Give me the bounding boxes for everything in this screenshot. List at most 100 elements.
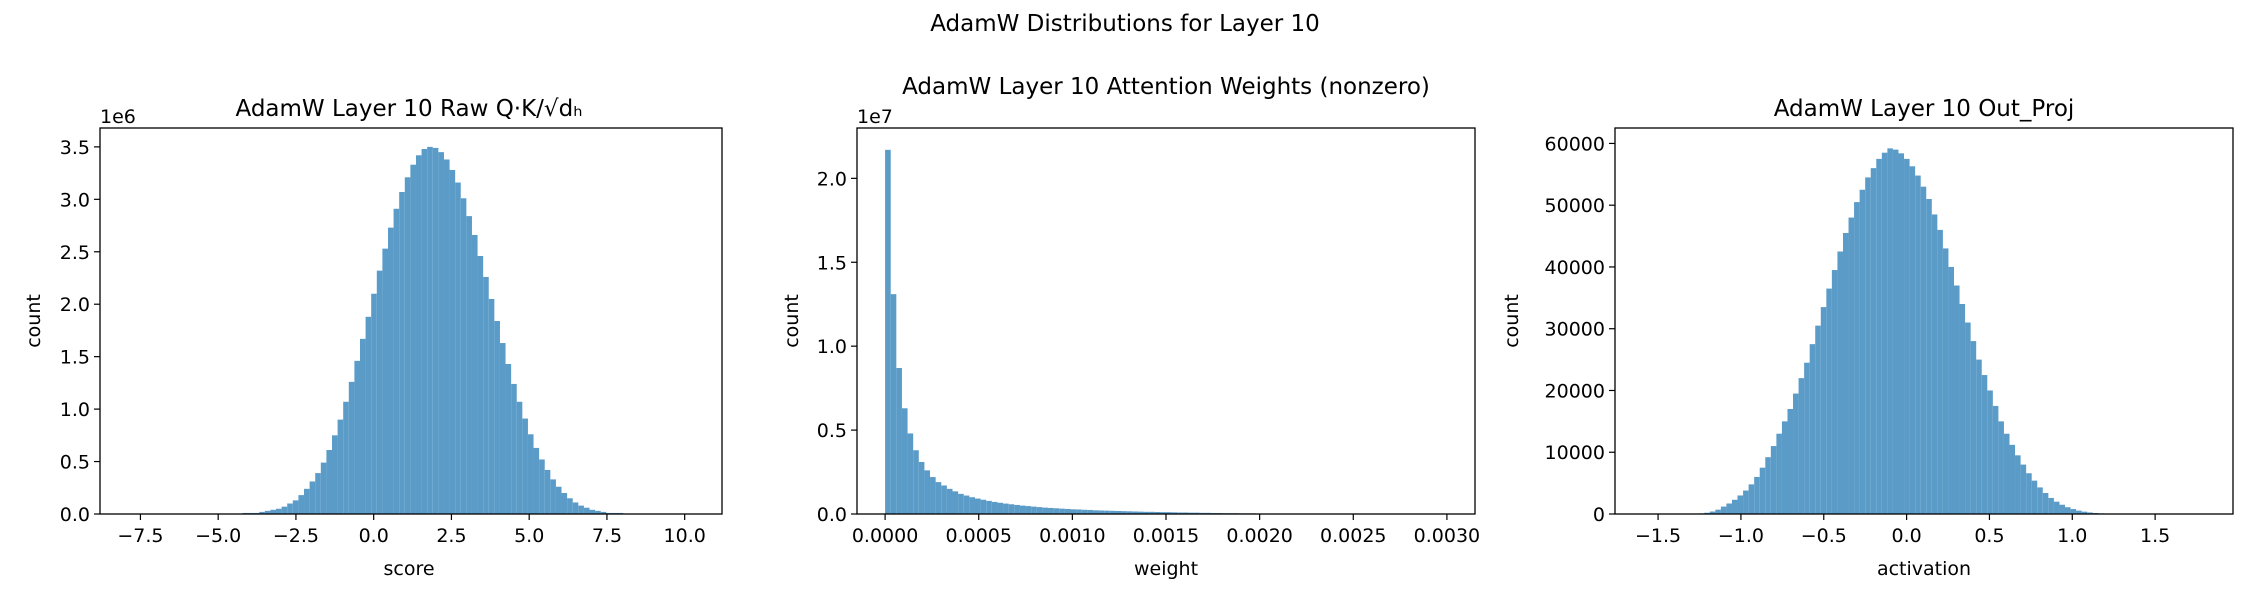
histogram-bar [1115, 510, 1122, 514]
histogram-bar [2048, 497, 2054, 514]
histogram-bar [460, 198, 467, 514]
histogram-bar [963, 495, 970, 514]
histogram-bar [1965, 322, 1971, 514]
y-tick-label: 1.5 [817, 252, 847, 274]
histogram-bar [2076, 510, 2082, 514]
offset-label: 1e6 [100, 106, 136, 128]
histogram-bar [1754, 476, 1760, 514]
histogram-bar [1137, 511, 1144, 514]
histogram-bar [494, 321, 500, 514]
x-tick-label: 1.5 [2140, 525, 2170, 547]
histogram-bar [522, 418, 528, 514]
histogram-bar [343, 401, 349, 514]
histogram-bar [2015, 455, 2021, 514]
histogram-bars [1693, 148, 2127, 515]
histogram-bar [986, 500, 992, 514]
histogram-bar [320, 462, 327, 514]
histogram-bar [264, 510, 271, 514]
panel-out-proj: AdamW Layer 10 Out_Proj activation count… [1501, 96, 2234, 580]
histogram-bar [354, 360, 360, 514]
y-tick-label: 60000 [1545, 133, 1605, 155]
histogram-bar [337, 419, 344, 514]
y-axis-label: count [781, 294, 803, 348]
histogram-bar [1992, 405, 1999, 514]
histogram-bar [404, 177, 411, 515]
panel-attention-weights: AdamW Layer 10 Attention Weights (nonzer… [781, 74, 1480, 580]
histogram-bar [890, 294, 897, 514]
histogram-bar [952, 491, 959, 514]
y-tick-label: 40000 [1545, 257, 1605, 279]
histogram-bar [1053, 508, 1060, 514]
histogram-bar [511, 383, 517, 514]
x-tick-label: −1.5 [1635, 525, 1681, 547]
histogram-bar [896, 367, 902, 514]
x-tick-label: −1.0 [1718, 525, 1764, 547]
histogram-bar [1064, 508, 1071, 514]
histogram-bar [1003, 503, 1009, 514]
x-tick-label: 2.5 [436, 525, 466, 547]
histogram-bar [1998, 421, 2004, 514]
y-tick-label: 10000 [1545, 442, 1605, 464]
histogram-bar [298, 495, 305, 514]
histogram-bar [1953, 285, 1960, 514]
x-tick-label: 0.0020 [1226, 525, 1292, 547]
histogram-bar [1815, 325, 1821, 514]
histogram-bar [443, 159, 450, 514]
histogram-bar [516, 401, 523, 514]
y-tick-label: 1.0 [817, 336, 847, 358]
histogram-bars [885, 149, 1363, 514]
y-tick-label: 2.0 [817, 168, 847, 190]
histogram-bar [1031, 506, 1037, 514]
x-tick-label: 0.0000 [852, 525, 918, 547]
histogram-bar [1166, 512, 1172, 514]
histogram-bar [941, 485, 947, 514]
histogram-bar [1070, 509, 1077, 514]
x-tick-label: 0.5 [1974, 525, 2004, 547]
histogram-bar [544, 469, 551, 514]
histogram-bar [578, 505, 584, 514]
histogram-bar [287, 503, 293, 514]
histogram-bar [935, 482, 942, 514]
histogram-bar [2003, 433, 2010, 514]
histogram-bar [292, 500, 299, 514]
histogram-bar [1132, 511, 1138, 514]
histogram-bar [2059, 504, 2065, 514]
x-tick-label: 1.0 [2057, 525, 2087, 547]
histogram-bar [1143, 511, 1150, 514]
histogram-bar [1931, 214, 1938, 514]
histogram-bar [901, 408, 908, 514]
histogram-bar [1876, 158, 1882, 514]
histogram-bar [1177, 512, 1183, 514]
x-axis-label: score [383, 558, 434, 580]
histogram-bar [1976, 359, 1982, 514]
histogram-bar [1743, 490, 1749, 514]
histogram-bar [595, 510, 601, 514]
histogram-bar [1126, 511, 1133, 514]
histogram-bar [1781, 421, 1788, 514]
axes-frame [99, 127, 723, 515]
histogram-bar [438, 152, 444, 515]
histogram-bar [466, 216, 472, 515]
histogram-bar [1759, 467, 1766, 514]
histogram-bar [1731, 499, 1738, 514]
histogram-bar [1154, 511, 1161, 514]
histogram-bar [1709, 511, 1716, 514]
histogram-bar [991, 501, 998, 514]
histogram-bar [1715, 509, 1721, 514]
histogram-bar [1737, 495, 1744, 514]
histogram-bar [365, 316, 372, 514]
histogram-bar [471, 234, 478, 515]
histogram-bar [1081, 509, 1088, 514]
y-tick-label: 3.0 [60, 189, 90, 211]
histogram-bar [1904, 158, 1910, 514]
histogram-bar [427, 146, 433, 514]
histogram-bar [1848, 217, 1855, 515]
histogram-bar [276, 508, 282, 514]
histogram-bar [348, 381, 355, 514]
histogram-bar [1865, 177, 1871, 514]
histogram-bar [1188, 512, 1195, 514]
histogram-bar [567, 498, 573, 514]
histogram-bar [1787, 409, 1794, 514]
y-tick-label: 20000 [1545, 380, 1605, 402]
histogram-bar [1182, 512, 1189, 514]
